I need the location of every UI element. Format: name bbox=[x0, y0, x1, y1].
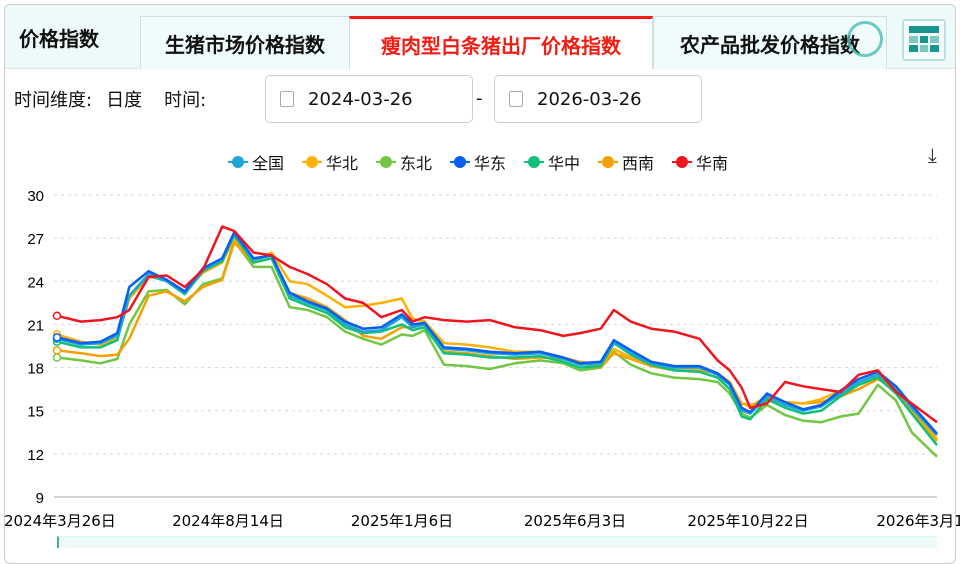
line-chart: 9 12 15 18 21 24 27 30 2024年3月26日 2024年8月14日 2025年… bbox=[4, 188, 960, 530]
price-index-card: 价格指数 生猪市场价格指数 瘦肉型白条猪出厂价格指数 农产品批发价格指数 bbox=[4, 4, 956, 564]
series-line-4 bbox=[56, 234, 938, 446]
legend-item[interactable]: 西南 bbox=[598, 150, 655, 174]
legend-marker-icon bbox=[672, 156, 693, 168]
legend-marker-icon bbox=[449, 156, 470, 168]
legend-marker-icon bbox=[524, 156, 544, 168]
legend-marker-icon bbox=[375, 156, 396, 168]
x-tick-label: 2025年10月22日 bbox=[687, 512, 808, 530]
legend-item[interactable]: 华北 bbox=[301, 150, 358, 174]
dimension-label: 时间维度: bbox=[14, 90, 93, 111]
series-start-marker bbox=[52, 346, 62, 355]
series-start-marker bbox=[52, 311, 62, 321]
series-start-marker bbox=[52, 353, 62, 362]
legend-item[interactable]: 华东 bbox=[449, 150, 506, 174]
calendar-icon bbox=[280, 91, 294, 107]
end-date-input[interactable]: 2026-03-26 bbox=[494, 75, 702, 123]
time-label: 时间: bbox=[164, 90, 207, 111]
legend-label: 全国 bbox=[251, 154, 284, 173]
y-tick-label: 15 bbox=[27, 404, 44, 421]
x-tick-label: 2025年1月6日 bbox=[351, 512, 453, 530]
y-tick-label: 18 bbox=[27, 361, 44, 378]
download-icon[interactable]: ⤓ bbox=[928, 143, 937, 167]
series-line-6 bbox=[56, 225, 938, 424]
legend-label: 华中 bbox=[548, 154, 581, 173]
y-tick-label: 9 bbox=[36, 490, 44, 507]
end-date-value: 2026-03-26 bbox=[537, 88, 642, 110]
y-tick-label: 27 bbox=[27, 231, 44, 248]
legend-item[interactable]: 全国 bbox=[227, 150, 284, 174]
start-date-value: 2024-03-26 bbox=[308, 88, 413, 110]
legend-item[interactable]: 华南 bbox=[672, 150, 729, 174]
legend-item[interactable]: 东北 bbox=[375, 150, 432, 174]
bottom-panel bbox=[57, 536, 937, 548]
tab-lean-pork[interactable]: 瘦肉型白条猪出厂价格指数 bbox=[349, 16, 653, 69]
chart-legend: 全国 华北 东北 华东 华中 西南 华南 bbox=[0, 150, 960, 174]
circle-icon bbox=[847, 21, 883, 57]
legend-item[interactable]: 华中 bbox=[524, 150, 581, 174]
x-tick-label: 2025年6月3日 bbox=[524, 512, 626, 530]
page-title: 价格指数 bbox=[19, 27, 99, 51]
dimension-value[interactable]: 日度 bbox=[106, 90, 143, 111]
x-tick-label: 2024年3月26日 bbox=[4, 512, 116, 530]
legend-label: 华北 bbox=[325, 154, 358, 173]
legend-label: 东北 bbox=[399, 154, 432, 173]
y-tick-label: 24 bbox=[27, 274, 44, 291]
x-tick-label: 2024年8月14日 bbox=[172, 512, 284, 530]
x-tick-label: 2026年3月1 bbox=[876, 512, 960, 530]
date-separator: - bbox=[476, 88, 483, 109]
header: 价格指数 生猪市场价格指数 瘦肉型白条猪出厂价格指数 农产品批发价格指数 bbox=[5, 5, 955, 69]
legend-marker-icon bbox=[598, 156, 619, 168]
y-tick-label: 12 bbox=[27, 447, 44, 464]
y-tick-label: 21 bbox=[27, 317, 44, 334]
filter-row: 时间维度: 日度 时间: bbox=[14, 76, 206, 122]
legend-label: 西南 bbox=[622, 154, 655, 173]
series-line-0 bbox=[56, 232, 938, 437]
y-tick-label: 30 bbox=[27, 188, 44, 205]
table-grid-icon[interactable] bbox=[902, 19, 946, 61]
start-date-input[interactable]: 2024-03-26 bbox=[265, 75, 473, 123]
legend-label: 华南 bbox=[696, 154, 729, 173]
legend-marker-icon bbox=[227, 156, 248, 168]
legend-label: 华东 bbox=[473, 154, 506, 173]
series-line-2 bbox=[56, 239, 938, 458]
legend-marker-icon bbox=[301, 156, 322, 168]
series-start-marker bbox=[52, 333, 62, 342]
calendar-icon bbox=[509, 91, 523, 107]
